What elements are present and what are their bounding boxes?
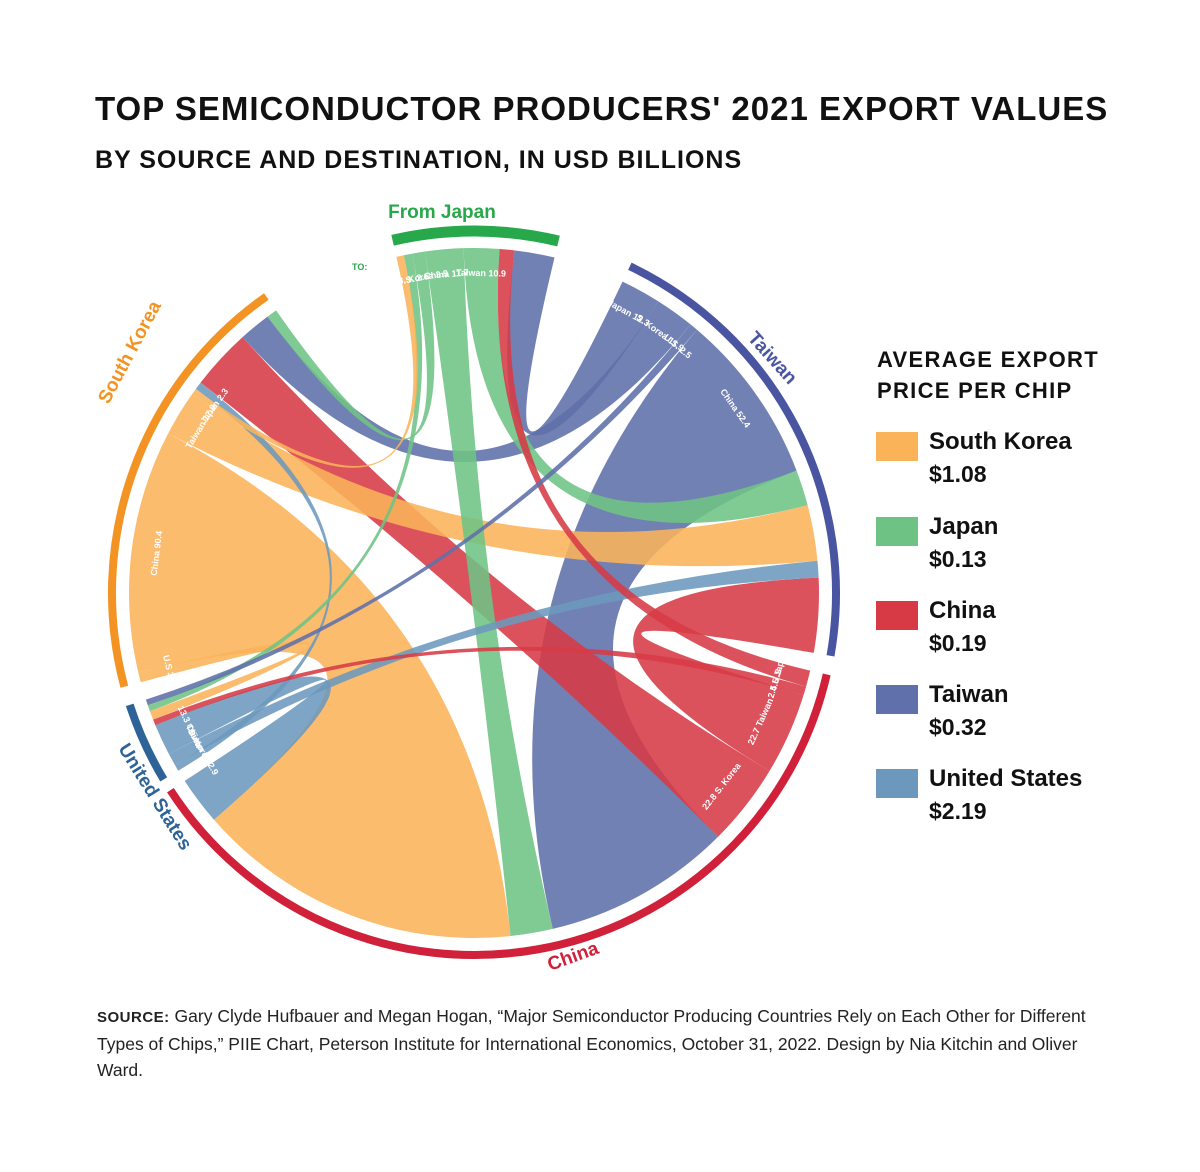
chart-title: TOP SEMICONDUCTOR PRODUCERS' 2021 EXPORT… <box>95 90 1109 127</box>
legend-name-south-korea: South Korea <box>929 428 1072 455</box>
legend-name-japan: Japan <box>929 513 999 540</box>
segment-label-japan: From Japan <box>388 202 496 223</box>
segment-arc-china <box>167 673 831 959</box>
ribbon-us-to-taiwan <box>168 560 819 765</box>
legend-swatch-china <box>876 601 918 630</box>
chart-subtitle: BY SOURCE AND DESTINATION, IN USD BILLIO… <box>95 146 743 174</box>
ribbon-japan-to-korea <box>267 251 435 441</box>
legend-name-taiwan: Taiwan <box>929 681 1009 708</box>
legend-swatch-japan <box>876 517 918 546</box>
ribbon-korea-to-china <box>129 433 511 938</box>
to-prefix-label: TO: <box>352 262 367 272</box>
legend-name-china: China <box>929 597 996 624</box>
flow-label-japan-to-taiwan: Taiwan 10.9 <box>456 268 506 279</box>
segment-arc-taiwan <box>628 262 840 657</box>
legend-swatch-south-korea <box>876 432 918 461</box>
legend-swatch-united-states <box>876 769 918 798</box>
legend-value-united-states: $2.19 <box>929 798 987 824</box>
legend-title-line1: AVERAGE EXPORT <box>877 347 1099 372</box>
legend-title: AVERAGE EXPORT PRICE PER CHIP <box>877 344 1177 406</box>
ribbon-japan-to-taiwan <box>463 248 808 523</box>
flow-label-japan-to-china: China 11.7 <box>424 267 469 281</box>
ribbon-korea-to-us <box>138 641 310 720</box>
legend-swatch-taiwan <box>876 685 918 714</box>
segment-arc-korea <box>108 293 269 688</box>
ribbon-taiwan-to-korea <box>242 301 691 462</box>
ribbon-us-to-china <box>155 676 331 820</box>
segment-arc-us <box>125 703 168 782</box>
ribbon-us-to-korea <box>174 382 332 771</box>
segment-label-korea: South Korea <box>94 297 166 407</box>
legend-value-china: $0.19 <box>929 630 987 656</box>
legend-name-united-states: United States <box>929 765 1083 792</box>
source-text: Gary Clyde Hufbauer and Megan Hogan, “Ma… <box>97 1006 1086 1080</box>
source-note: Source: Gary Clyde Hufbauer and Megan Ho… <box>97 1003 1097 1083</box>
legend-value-taiwan: $0.32 <box>929 714 987 740</box>
ribbon-korea-to-taiwan <box>168 394 818 567</box>
ribbon-taiwan-to-china <box>532 329 797 929</box>
ribbon-japan-to-china <box>425 248 553 937</box>
legend-value-south-korea: $1.08 <box>929 461 987 487</box>
legend-title-line2: PRICE PER CHIP <box>877 378 1073 403</box>
source-label: Source: <box>97 1009 170 1026</box>
legend-value-japan: $0.13 <box>929 546 987 572</box>
segment-arc-japan <box>391 225 560 247</box>
ribbon-taiwan-to-japan <box>507 250 659 436</box>
